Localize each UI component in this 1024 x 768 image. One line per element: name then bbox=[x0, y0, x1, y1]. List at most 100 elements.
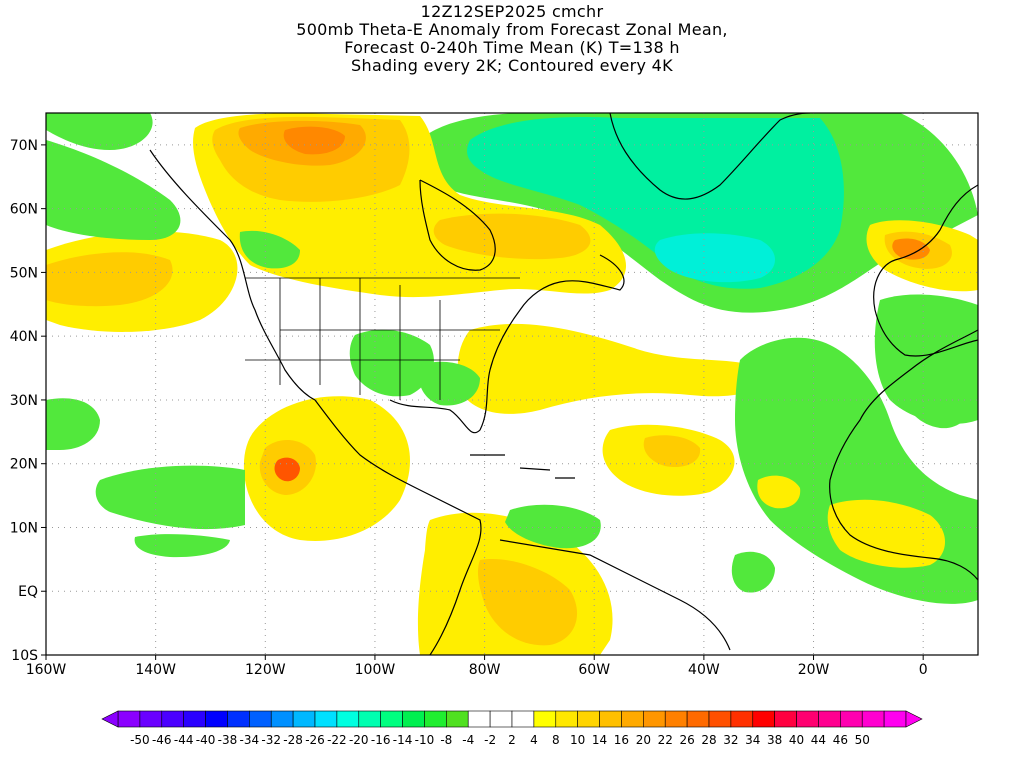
colorbar-label: -2 bbox=[484, 733, 496, 747]
colorbar-swatch bbox=[205, 710, 228, 728]
colorbar-swatch bbox=[861, 710, 885, 728]
south-america-coast bbox=[499, 539, 731, 651]
x-tick-label: 80W bbox=[469, 662, 501, 678]
colorbar-left-arrow bbox=[101, 710, 119, 728]
colorbar-label: 28 bbox=[701, 733, 716, 747]
colorbar-swatch bbox=[643, 710, 666, 728]
central-pacific-green-patch bbox=[134, 534, 230, 558]
y-tick-label: 70N bbox=[10, 138, 38, 154]
colorbar-swatch bbox=[161, 710, 184, 728]
title-line-3: Forecast 0-240h Time Mean (K) T=138 h bbox=[344, 38, 680, 57]
hudson-gold-region bbox=[433, 213, 591, 260]
colorbar-swatch bbox=[555, 710, 578, 728]
colorbar-label: -10 bbox=[415, 733, 435, 747]
colorbar-swatch bbox=[358, 710, 381, 728]
colorbar-label: -26 bbox=[305, 733, 325, 747]
colorbar-label: 16 bbox=[614, 733, 629, 747]
colorbar-swatch bbox=[292, 710, 316, 728]
colorbar-swatch bbox=[402, 710, 425, 728]
africa-coast bbox=[829, 329, 978, 581]
x-tick-label: 60W bbox=[578, 662, 610, 678]
colorbar-label: -44 bbox=[174, 733, 194, 747]
colorbar-label: 4 bbox=[530, 733, 538, 747]
colorbar-label: -40 bbox=[196, 733, 216, 747]
hudson-bay-coast bbox=[419, 179, 496, 271]
colorbar: -50 -46 -44 -40 -38 -34 -32 -28 -26 -22 -20 -16 -14-… bbox=[101, 710, 923, 747]
colorbar-label: 46 bbox=[833, 733, 848, 747]
colorbar-swatch bbox=[336, 710, 360, 728]
colorbar-swatch bbox=[117, 710, 141, 728]
y-tick-label: 10S bbox=[11, 648, 38, 664]
title-line-1: 12Z12SEP2025 cmchr bbox=[420, 2, 604, 21]
us-green-region bbox=[349, 329, 434, 397]
coastlines bbox=[149, 113, 978, 655]
y-tick-label: 20N bbox=[10, 457, 38, 473]
title-block: 12Z12SEP2025 cmchr 500mb Theta-E Anomaly… bbox=[0, 3, 1024, 75]
europe-coast bbox=[873, 184, 978, 357]
atlantic-cyan-region bbox=[654, 233, 775, 283]
colorbar-swatch bbox=[139, 710, 163, 728]
colorbar-label: 38 bbox=[767, 733, 782, 747]
x-tick-label: 40W bbox=[688, 662, 720, 678]
x-axis: 160W 140W 120W 100W 80W 60W 40W 20W 0 bbox=[26, 655, 928, 678]
y-tick-label: 30N bbox=[10, 393, 38, 409]
colorbar-swatch bbox=[621, 710, 644, 728]
colorbar-label: 26 bbox=[679, 733, 694, 747]
colorbar-label: -16 bbox=[371, 733, 391, 747]
east-atlantic-gold-region bbox=[643, 435, 701, 468]
colorbar-label: 8 bbox=[552, 733, 560, 747]
colorbar-label: -4 bbox=[462, 733, 474, 747]
colorbar-label: -20 bbox=[349, 733, 369, 747]
x-tick-label: 0 bbox=[919, 662, 928, 678]
colorbar-swatch bbox=[752, 710, 775, 728]
colorbar-label: 50 bbox=[855, 733, 870, 747]
europe-orange-region bbox=[892, 238, 930, 260]
west-africa-yellow-strip bbox=[757, 475, 801, 509]
tropical-pacific-green-region bbox=[95, 465, 246, 530]
colorbar-swatch bbox=[664, 710, 688, 728]
colorbar-swatch bbox=[818, 710, 841, 728]
colorbar-swatch bbox=[730, 710, 754, 728]
colorbar-label: -32 bbox=[261, 733, 281, 747]
y-axis: 70N 60N 50N 40N 30N 20N 10N EQ 10S bbox=[10, 138, 46, 664]
west-africa-yellow-region bbox=[827, 499, 945, 568]
colorbar-swatch bbox=[446, 710, 469, 728]
colorbar-swatch bbox=[840, 710, 863, 728]
colorbar-swatch bbox=[686, 710, 710, 728]
colorbar-label: -50 bbox=[130, 733, 150, 747]
colorbar-swatch bbox=[796, 710, 819, 728]
plot-frame bbox=[45, 112, 979, 656]
colorbar-swatch bbox=[533, 710, 557, 728]
y-tick-label: 10N bbox=[10, 520, 38, 536]
colorbar-swatch bbox=[708, 710, 732, 728]
colorbar-swatch bbox=[883, 710, 907, 728]
colorbar-label: -38 bbox=[218, 733, 238, 747]
npac-gold-band bbox=[46, 252, 173, 307]
colorbar-label: 44 bbox=[811, 733, 826, 747]
colorbar-label: -14 bbox=[393, 733, 413, 747]
colorbar-label: -8 bbox=[440, 733, 452, 747]
equatorial-green-patch bbox=[731, 551, 775, 593]
x-tick-label: 120W bbox=[245, 662, 286, 678]
colorbar-label: 14 bbox=[592, 733, 607, 747]
colorbar-label: 20 bbox=[636, 733, 651, 747]
colorbar-swatch bbox=[270, 710, 294, 728]
colorbar-label: -22 bbox=[327, 733, 347, 747]
y-tick-label: 40N bbox=[10, 329, 38, 345]
epac-yellow-region bbox=[243, 396, 410, 541]
x-tick-label: 100W bbox=[355, 662, 396, 678]
subtropical-atlantic-yellow-band bbox=[457, 323, 762, 414]
colorbar-swatch bbox=[227, 710, 250, 728]
west-pacific-green-region bbox=[46, 398, 100, 450]
y-tick-label: 50N bbox=[10, 265, 38, 281]
x-tick-label: 20W bbox=[798, 662, 830, 678]
colorbar-swatch bbox=[314, 710, 338, 728]
canada-deep-orange-region bbox=[283, 126, 345, 155]
greenland-coast bbox=[609, 113, 811, 200]
colorbar-label: 34 bbox=[745, 733, 760, 747]
north-america-coast bbox=[149, 149, 482, 655]
colorbar-label: -28 bbox=[283, 733, 303, 747]
title-line-2: 500mb Theta-E Anomaly from Forecast Zona… bbox=[296, 20, 728, 39]
y-tick-label: EQ bbox=[18, 584, 38, 600]
